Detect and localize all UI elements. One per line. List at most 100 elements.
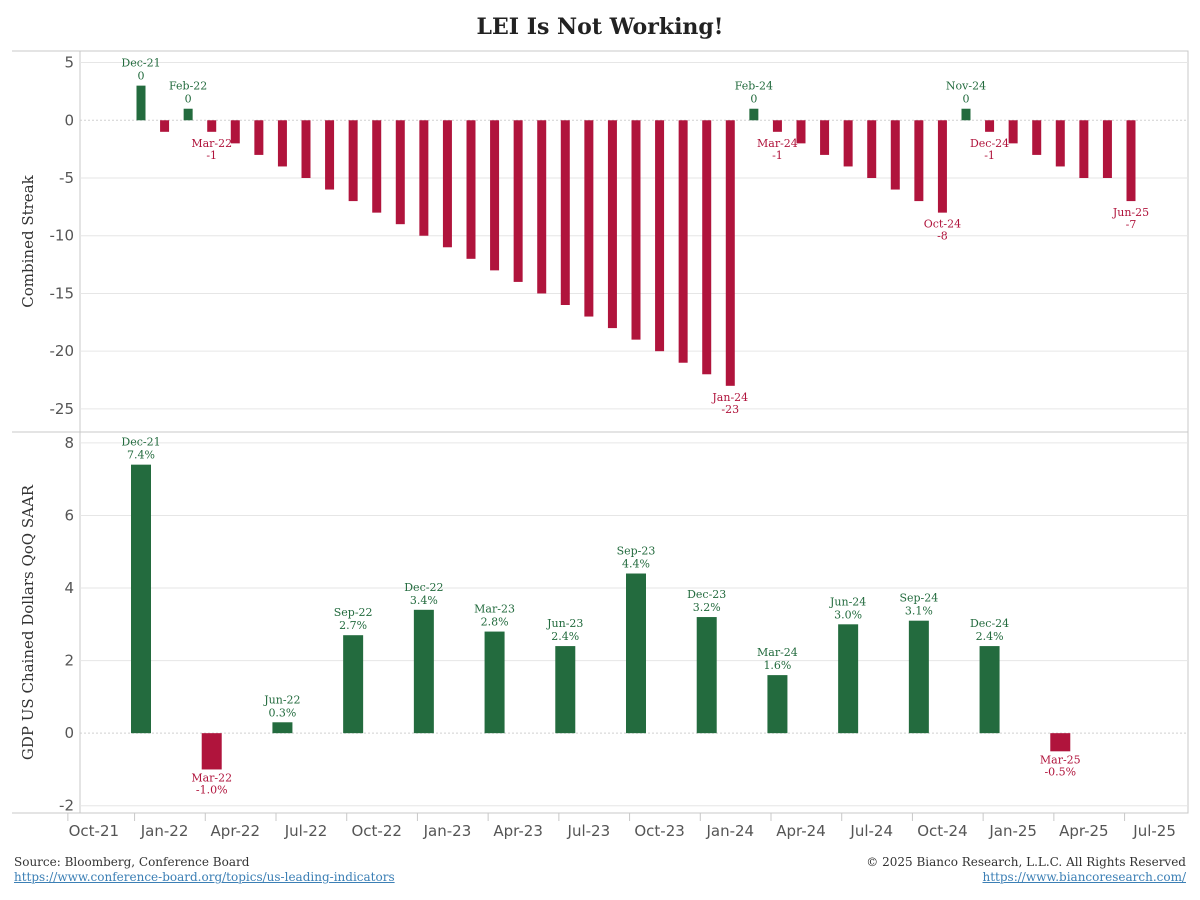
gdp-annotation-value: 1.6%	[763, 659, 791, 672]
gdp-bar	[838, 624, 859, 734]
gdp-annotation-date: Jun-22	[263, 693, 300, 706]
gdp-annotation-date: Dec-21	[121, 436, 160, 449]
bar-annotation-value: 0	[963, 93, 970, 106]
chart-title: LEI Is Not Working!	[476, 14, 724, 40]
x-axis: Oct-21 Jan-22 Apr-22 Jul-22 Oct-22 Jan-23 Apr-…	[67, 813, 1176, 840]
gdp-bar	[979, 646, 1000, 734]
bar-annotation-date: Nov-24	[946, 80, 986, 93]
streak-bar	[395, 120, 405, 225]
streak-bar	[1008, 120, 1018, 144]
gdp-bar	[626, 573, 646, 734]
streak-bar	[230, 120, 240, 144]
streak-bar	[442, 120, 452, 248]
gdp-annotation-date: Dec-24	[970, 617, 1009, 630]
streak-bar	[772, 120, 782, 132]
gdp-annotation-value: 2.8%	[481, 616, 509, 629]
gdp-bar	[767, 675, 788, 734]
streak-bar	[348, 120, 358, 202]
streak-bar	[607, 120, 617, 329]
source-text: Source: Bloomberg, Conference Board	[14, 855, 250, 869]
gdp-bar	[484, 631, 505, 734]
y-tick-label: 2	[64, 652, 74, 670]
bar-annotation-date: Dec-21	[121, 57, 160, 70]
x-tick-label: Oct-22	[351, 822, 401, 840]
y-tick-label: -5	[59, 169, 74, 187]
y-tick-label: 0	[64, 724, 74, 742]
x-tick-label: Oct-23	[634, 822, 684, 840]
x-tick-label: Apr-23	[493, 822, 543, 840]
gdp-bar	[696, 617, 717, 734]
x-tick-label: Jan-24	[705, 822, 754, 840]
streak-bar	[419, 120, 429, 236]
gdp-annotation-value: 0.3%	[268, 706, 296, 719]
streak-bar	[985, 120, 995, 132]
y-tick-label: 4	[64, 579, 74, 597]
gdp-bar	[555, 646, 576, 734]
gdp-annotation-value: 2.7%	[339, 619, 367, 632]
bar-annotation-value: -1	[772, 149, 783, 162]
streak-bar	[820, 120, 830, 155]
gdp-annotation-date: Mar-24	[757, 646, 798, 659]
bar-annotation-date: Feb-22	[169, 80, 207, 93]
streak-bar	[1126, 120, 1136, 202]
x-tick-label: Jan-23	[423, 822, 472, 840]
bar-annotation-date: Mar-22	[191, 137, 232, 150]
streak-bar	[702, 120, 712, 375]
streak-bar	[1032, 120, 1042, 155]
gdp-annotation-value: 3.0%	[834, 608, 862, 621]
streak-bar	[1079, 120, 1089, 178]
x-tick-label: Jul-23	[567, 822, 611, 840]
gdp-annotation-date: Jun-23	[546, 617, 583, 630]
bar-annotation-date: Feb-24	[735, 80, 773, 93]
streak-bar	[655, 120, 665, 352]
streak-bar	[183, 108, 193, 121]
streak-bar	[136, 85, 146, 121]
bar-annotation-value: -7	[1126, 218, 1137, 231]
streak-bar	[867, 120, 877, 178]
x-tick-label: Jul-22	[284, 822, 328, 840]
y-axis-label: Combined Streak	[19, 174, 37, 307]
bar-annotation-date: Oct-24	[924, 218, 961, 231]
y-tick-label: -10	[50, 227, 75, 245]
bar-annotation-date: Jun-25	[1112, 206, 1149, 219]
bar-annotation-value: -23	[721, 403, 739, 416]
streak-bar	[937, 120, 947, 213]
source-link[interactable]: https://www.conference-board.org/topics/…	[14, 870, 395, 884]
streak-bar	[560, 120, 570, 305]
streak-bar	[207, 120, 217, 132]
y-tick-label: 6	[64, 506, 74, 524]
y-tick-label: -2	[59, 797, 74, 815]
bar-annotation-date: Dec-24	[970, 137, 1009, 150]
x-tick-label: Oct-24	[917, 822, 967, 840]
streak-bar	[914, 120, 924, 202]
gdp-annotation-date: Mar-25	[1040, 753, 1081, 766]
bar-annotation-date: Jan-24	[711, 391, 748, 404]
gdp-annotation-value: 2.4%	[976, 630, 1004, 643]
streak-bar	[749, 108, 759, 121]
gdp-annotation-value: 3.4%	[410, 594, 438, 607]
streak-bar	[490, 120, 500, 271]
copyright-link[interactable]: https://www.biancoresearch.com/	[982, 870, 1186, 884]
gdp-annotation-value: 4.4%	[622, 558, 650, 571]
streak-bar	[160, 120, 170, 132]
gdp-bar	[201, 733, 222, 770]
x-tick-label: Jan-22	[140, 822, 189, 840]
y-tick-label: -15	[50, 284, 75, 302]
gdp-panel: 8 6 4 2 0 -2 GDP US Chained Dollars QoQ SAAR De…	[19, 434, 1188, 815]
y-tick-label: 0	[64, 111, 74, 129]
streak-bar	[1055, 120, 1065, 167]
x-tick-label: Jul-24	[849, 822, 893, 840]
x-tick-label: Jan-25	[988, 822, 1037, 840]
streak-bar	[796, 120, 806, 144]
gdp-annotation-value: 2.4%	[551, 630, 579, 643]
bar-annotation-value: 0	[138, 70, 145, 83]
bar-annotation-value: -1	[206, 149, 217, 162]
gdp-annotation-date: Dec-23	[687, 588, 726, 601]
gdp-annotation-date: Sep-23	[617, 545, 656, 558]
x-tick-label: Oct-21	[69, 822, 119, 840]
x-tick-label: Apr-25	[1059, 822, 1109, 840]
y-axis-label: GDP US Chained Dollars QoQ SAAR	[19, 484, 37, 760]
gdp-bar	[131, 464, 151, 734]
streak-bar	[277, 120, 287, 167]
